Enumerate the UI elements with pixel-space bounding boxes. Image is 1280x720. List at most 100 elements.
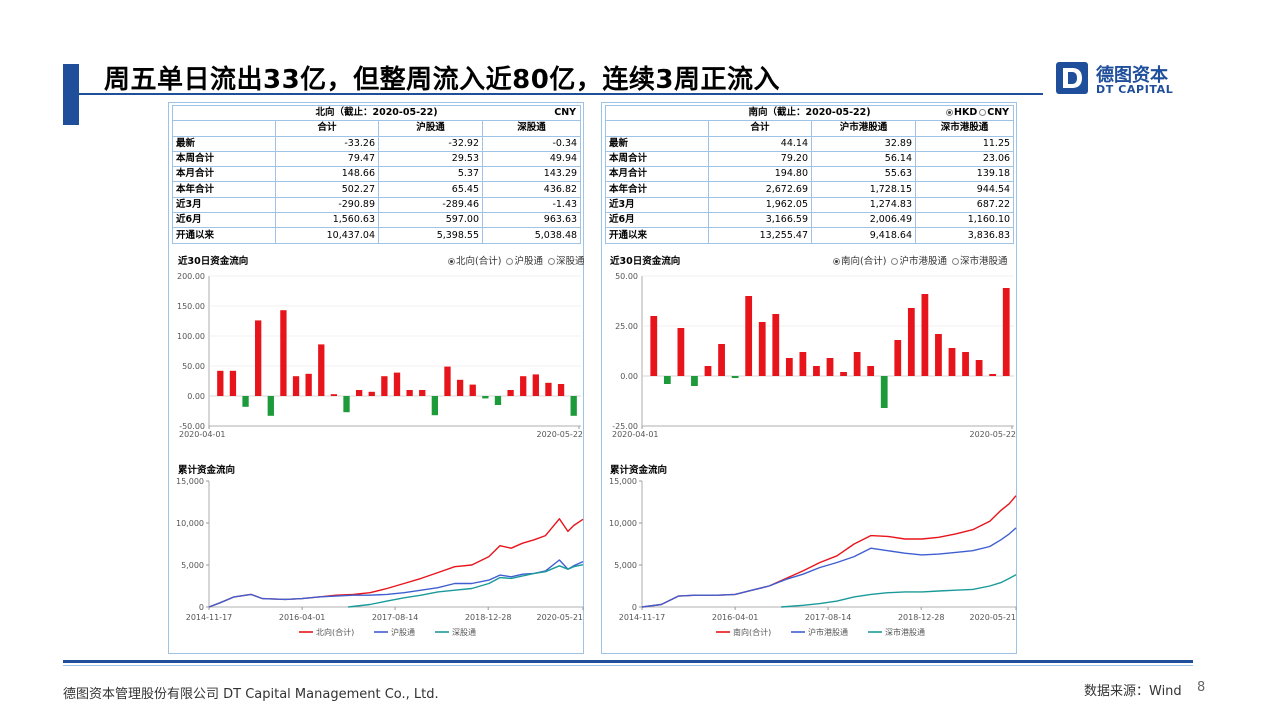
bar[interactable] — [962, 352, 969, 376]
radio-icon[interactable] — [506, 257, 514, 265]
table-cell: 143.29 — [481, 166, 582, 183]
bar[interactable] — [921, 294, 929, 376]
table-cell: 502.27 — [275, 181, 379, 198]
bar[interactable] — [880, 376, 888, 408]
bar[interactable] — [731, 376, 739, 378]
series-line[interactable] — [641, 527, 1017, 608]
bar[interactable] — [570, 396, 577, 416]
table-cell: 32.89 — [811, 135, 916, 152]
bar[interactable] — [482, 396, 489, 399]
bar[interactable] — [419, 390, 426, 396]
legend-label[interactable]: 深股通 — [452, 627, 476, 637]
bar[interactable] — [469, 384, 476, 396]
series-line[interactable] — [348, 564, 584, 608]
bar[interactable] — [305, 373, 312, 396]
bar[interactable] — [799, 352, 807, 376]
bar[interactable] — [406, 390, 413, 396]
bar[interactable] — [545, 382, 552, 396]
bar[interactable] — [381, 376, 388, 396]
bar[interactable] — [330, 394, 338, 396]
bar[interactable] — [242, 396, 249, 407]
bar[interactable] — [894, 340, 902, 376]
radio-icon[interactable] — [952, 257, 959, 265]
radio-icon[interactable] — [891, 257, 899, 265]
bar[interactable] — [663, 376, 671, 384]
bar[interactable] — [867, 366, 875, 376]
option-sz-connect[interactable]: 深股通 — [556, 256, 585, 267]
row-label: 开通以来 — [605, 227, 709, 244]
currency-hkd[interactable]: HKD — [954, 107, 978, 119]
bar[interactable] — [520, 376, 527, 396]
bar[interactable] — [989, 374, 997, 376]
bar[interactable] — [368, 391, 375, 396]
table-cell: 148.66 — [275, 166, 379, 183]
table-row: 本月合计 148.66 5.37 143.29 — [172, 166, 582, 183]
y-tick-label: 15,000 — [176, 477, 204, 486]
y-tick-label: -50.00 — [179, 422, 205, 431]
bar[interactable] — [758, 322, 766, 376]
table-cell: -1.43 — [481, 196, 582, 214]
bar[interactable] — [255, 320, 262, 396]
bar[interactable] — [718, 344, 725, 376]
bar[interactable] — [229, 370, 237, 396]
bar[interactable] — [691, 376, 698, 386]
legend-label[interactable]: 南向(合计) — [733, 627, 771, 637]
radio-icon[interactable] — [548, 257, 555, 265]
bar[interactable] — [935, 334, 942, 376]
bar[interactable] — [1002, 288, 1010, 376]
bar[interactable] — [292, 376, 300, 396]
table-cell: 23.06 — [914, 150, 1015, 168]
option-north-total[interactable]: 北向(合计) — [456, 256, 502, 267]
bar[interactable] — [393, 372, 401, 396]
bar[interactable] — [217, 370, 224, 396]
bar[interactable] — [650, 316, 658, 376]
bar[interactable] — [948, 348, 956, 376]
bar[interactable] — [507, 390, 514, 396]
bar[interactable] — [431, 396, 439, 416]
bar[interactable] — [532, 374, 539, 396]
x-tick-label: 2017-08-14 — [805, 613, 852, 622]
bar[interactable] — [826, 358, 834, 376]
bar[interactable] — [444, 366, 451, 396]
bar[interactable] — [318, 344, 325, 396]
currency-cny[interactable]: CNY — [987, 107, 1010, 119]
bar[interactable] — [813, 366, 820, 376]
table-row: 近6月 3,166.59 2,006.49 1,160.10 — [605, 212, 1015, 229]
bar[interactable] — [785, 358, 793, 376]
bar[interactable] — [772, 314, 780, 376]
series-line[interactable] — [781, 574, 1017, 608]
bar[interactable] — [853, 352, 861, 376]
bar[interactable] — [343, 396, 350, 413]
bar[interactable] — [355, 390, 363, 396]
bar[interactable] — [494, 396, 502, 405]
bar[interactable] — [907, 308, 915, 376]
legend-label[interactable]: 北向(合计) — [316, 627, 354, 637]
option-sh-connect[interactable]: 沪股通 — [514, 256, 543, 267]
option-south-total[interactable]: 南向(合计) — [841, 256, 887, 267]
legend-label[interactable]: 沪市港股通 — [808, 627, 848, 637]
title-underline — [63, 93, 1043, 95]
bar[interactable] — [677, 328, 685, 376]
radio-selected-icon[interactable] — [833, 257, 840, 265]
option-sz-hk-connect[interactable]: 深市港股通 — [960, 256, 1008, 267]
bar[interactable] — [557, 384, 565, 396]
x-tick-label: 2016-04-01 — [712, 613, 759, 622]
row-label: 近6月 — [172, 212, 276, 229]
bar[interactable] — [267, 396, 274, 416]
legend-label[interactable]: 沪股通 — [391, 627, 415, 637]
radio-selected-icon[interactable] — [946, 108, 954, 116]
bar[interactable] — [745, 296, 753, 376]
bar[interactable] — [840, 372, 847, 376]
bar[interactable] — [280, 310, 287, 396]
radio-selected-icon[interactable] — [448, 257, 455, 265]
bar[interactable] — [456, 379, 464, 396]
bar[interactable] — [704, 366, 712, 376]
option-sh-hk-connect[interactable]: 沪市港股通 — [899, 256, 947, 267]
slide-title: 周五单日流出33亿，但整周流入近80亿，连续3周正流入 — [104, 65, 780, 95]
legend-label[interactable]: 深市港股通 — [885, 627, 925, 637]
radio-icon[interactable] — [979, 108, 987, 116]
bar[interactable] — [975, 360, 983, 376]
currency-cny[interactable]: CNY — [554, 107, 577, 119]
table-cell: 436.82 — [481, 181, 582, 198]
table-cell: -290.89 — [275, 196, 379, 214]
